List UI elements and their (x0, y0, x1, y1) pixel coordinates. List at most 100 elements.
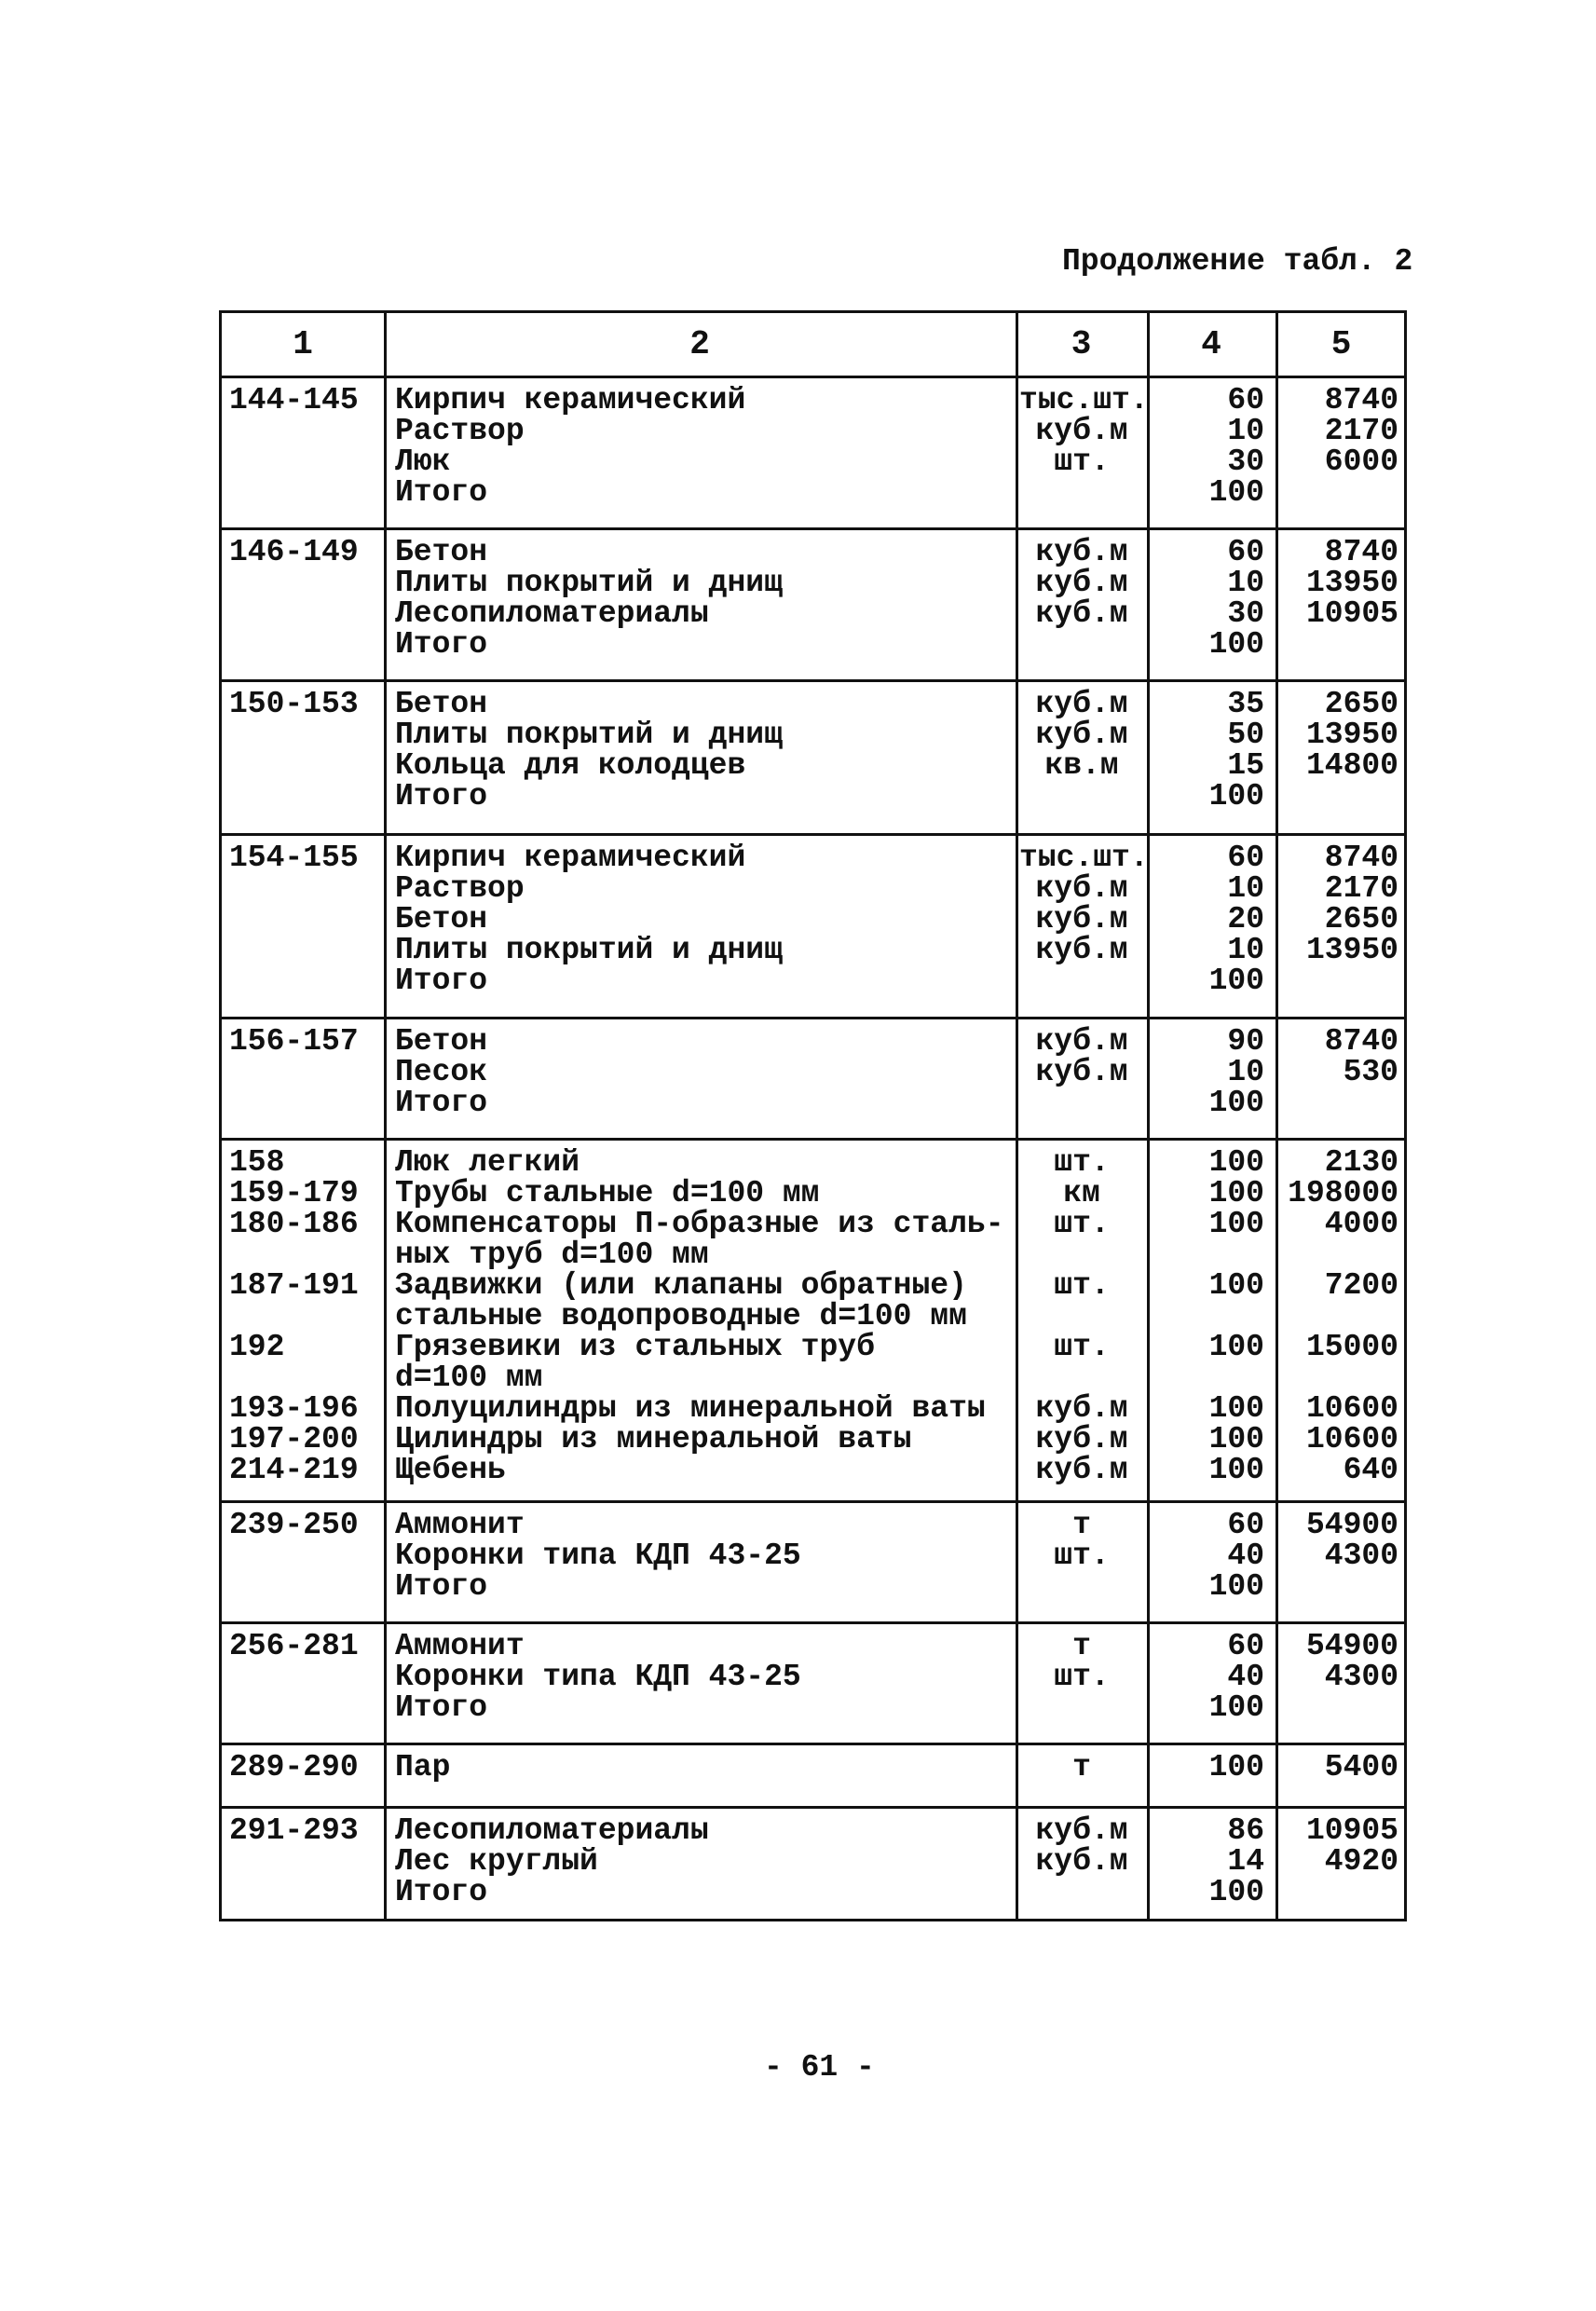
item-name: Раствор (395, 871, 525, 906)
item-price: 2170 (1324, 871, 1398, 906)
item-name: Полуцилиндры из минеральной ваты (395, 1391, 986, 1426)
item-quantity: 100 (1208, 1422, 1264, 1456)
item-name: Аммонит (395, 1629, 525, 1663)
item-code (229, 1057, 384, 1087)
item-price (1275, 1571, 1398, 1602)
table-row-group: 256-281 Аммонит т 60 54900 Коронки типа КДП 4… (222, 1631, 1404, 1743)
item-quantity: 100 (1208, 1391, 1264, 1426)
item-unit (1019, 1362, 1144, 1393)
item-unit (1019, 965, 1144, 996)
item-name: Коронки типа КДП 43-25 (395, 1538, 801, 1573)
item-code (229, 1362, 384, 1393)
item-unit: т (1072, 1508, 1091, 1542)
item-price (1275, 477, 1398, 508)
item-quantity: 100 (1208, 1750, 1264, 1785)
item-quantity: 10 (1227, 1055, 1264, 1089)
item-price: 5400 (1324, 1750, 1398, 1785)
item-price (1275, 1362, 1398, 1393)
item-code (229, 965, 384, 996)
table-row-group: 144-145 Кирпич керамический тыс.шт. 60 8740 Р… (222, 385, 1404, 527)
item-name: Итого (395, 1690, 488, 1725)
item-quantity (1147, 1301, 1264, 1332)
item-quantity: 10 (1227, 566, 1264, 600)
item-unit: куб.м (1035, 933, 1128, 967)
item-code (229, 1877, 384, 1908)
row-divider (222, 1500, 1404, 1503)
item-unit: куб.м (1035, 1813, 1128, 1848)
item-quantity: 40 (1227, 1538, 1264, 1573)
item-name: Бетон (395, 1024, 488, 1059)
item-quantity: 100 (1208, 779, 1264, 814)
item-unit (1019, 1301, 1144, 1332)
item-price: 2650 (1324, 687, 1398, 721)
item-quantity: 10 (1227, 871, 1264, 906)
item-unit: куб.м (1035, 1453, 1128, 1487)
item-price: 8740 (1324, 383, 1398, 417)
item-name: Щебень (395, 1453, 506, 1487)
item-code: 154-155 (229, 841, 359, 875)
item-unit: куб.м (1035, 902, 1128, 937)
table-row-group: 239-250 Аммонит т 60 54900 Коронки типа КДП 4… (222, 1510, 1404, 1621)
table-row-group: 289-290 Пар т 100 5400 (222, 1752, 1404, 1806)
item-code (229, 1239, 384, 1270)
item-code: 187-191 (229, 1268, 359, 1303)
item-quantity: 100 (1208, 1268, 1264, 1303)
item-name: d=100 мм (395, 1361, 543, 1395)
item-code (229, 416, 384, 446)
item-code: 180-186 (229, 1207, 359, 1241)
item-name: Итого (395, 1569, 488, 1604)
item-quantity: 35 (1227, 687, 1264, 721)
item-price: 13950 (1305, 718, 1398, 752)
item-unit: куб.м (1035, 871, 1128, 906)
page-number: - 61 - (764, 2050, 875, 2085)
item-unit (1019, 781, 1144, 812)
item-name: Бетон (395, 902, 488, 937)
item-quantity: 100 (1208, 1207, 1264, 1241)
item-price: 7200 (1324, 1268, 1398, 1303)
item-price (1275, 1239, 1398, 1270)
item-name: Итого (395, 964, 488, 998)
header-col-2: 2 (689, 325, 710, 363)
item-quantity: 100 (1208, 1690, 1264, 1725)
item-unit: куб.м (1035, 1391, 1128, 1426)
item-unit (1019, 1692, 1144, 1723)
row-divider (222, 376, 1404, 378)
item-name: Раствор (395, 414, 525, 448)
item-code: 193-196 (229, 1391, 359, 1426)
item-unit (1019, 1239, 1144, 1270)
item-name: Бетон (395, 535, 488, 569)
item-unit: куб.м (1035, 718, 1128, 752)
header-col-5: 5 (1330, 325, 1352, 363)
item-price (1275, 1692, 1398, 1723)
item-price: 640 (1343, 1453, 1398, 1487)
item-name: Компенсаторы П-образные из сталь- (395, 1207, 1004, 1241)
item-unit: куб.м (1035, 566, 1128, 600)
item-code (229, 935, 384, 965)
item-quantity (1147, 1362, 1264, 1393)
item-name: Аммонит (395, 1508, 525, 1542)
item-price: 14800 (1305, 748, 1398, 783)
item-price (1275, 1877, 1398, 1908)
item-price: 198000 (1288, 1176, 1398, 1210)
item-price: 530 (1343, 1055, 1398, 1089)
item-code (229, 1571, 384, 1602)
item-code: 150-153 (229, 687, 359, 721)
item-name: Лес круглый (395, 1844, 598, 1879)
item-code (229, 1087, 384, 1118)
item-quantity: 90 (1227, 1024, 1264, 1059)
item-price: 8740 (1324, 841, 1398, 875)
item-unit: куб.м (1035, 596, 1128, 631)
item-code: 291-293 (229, 1813, 359, 1848)
item-code (229, 781, 384, 812)
row-divider (222, 527, 1404, 530)
table-row-group: 150-153 Бетон куб.м 35 2650 Плиты покрытий и … (222, 689, 1404, 833)
item-unit: куб.м (1035, 535, 1128, 569)
item-code (229, 446, 384, 477)
item-quantity: 15 (1227, 748, 1264, 783)
item-unit: куб.м (1035, 1844, 1128, 1879)
item-code (229, 1301, 384, 1332)
item-unit: шт. (1054, 1207, 1110, 1241)
item-code: 289-290 (229, 1750, 359, 1785)
item-price: 2170 (1324, 414, 1398, 448)
item-name: Пар (395, 1750, 451, 1785)
